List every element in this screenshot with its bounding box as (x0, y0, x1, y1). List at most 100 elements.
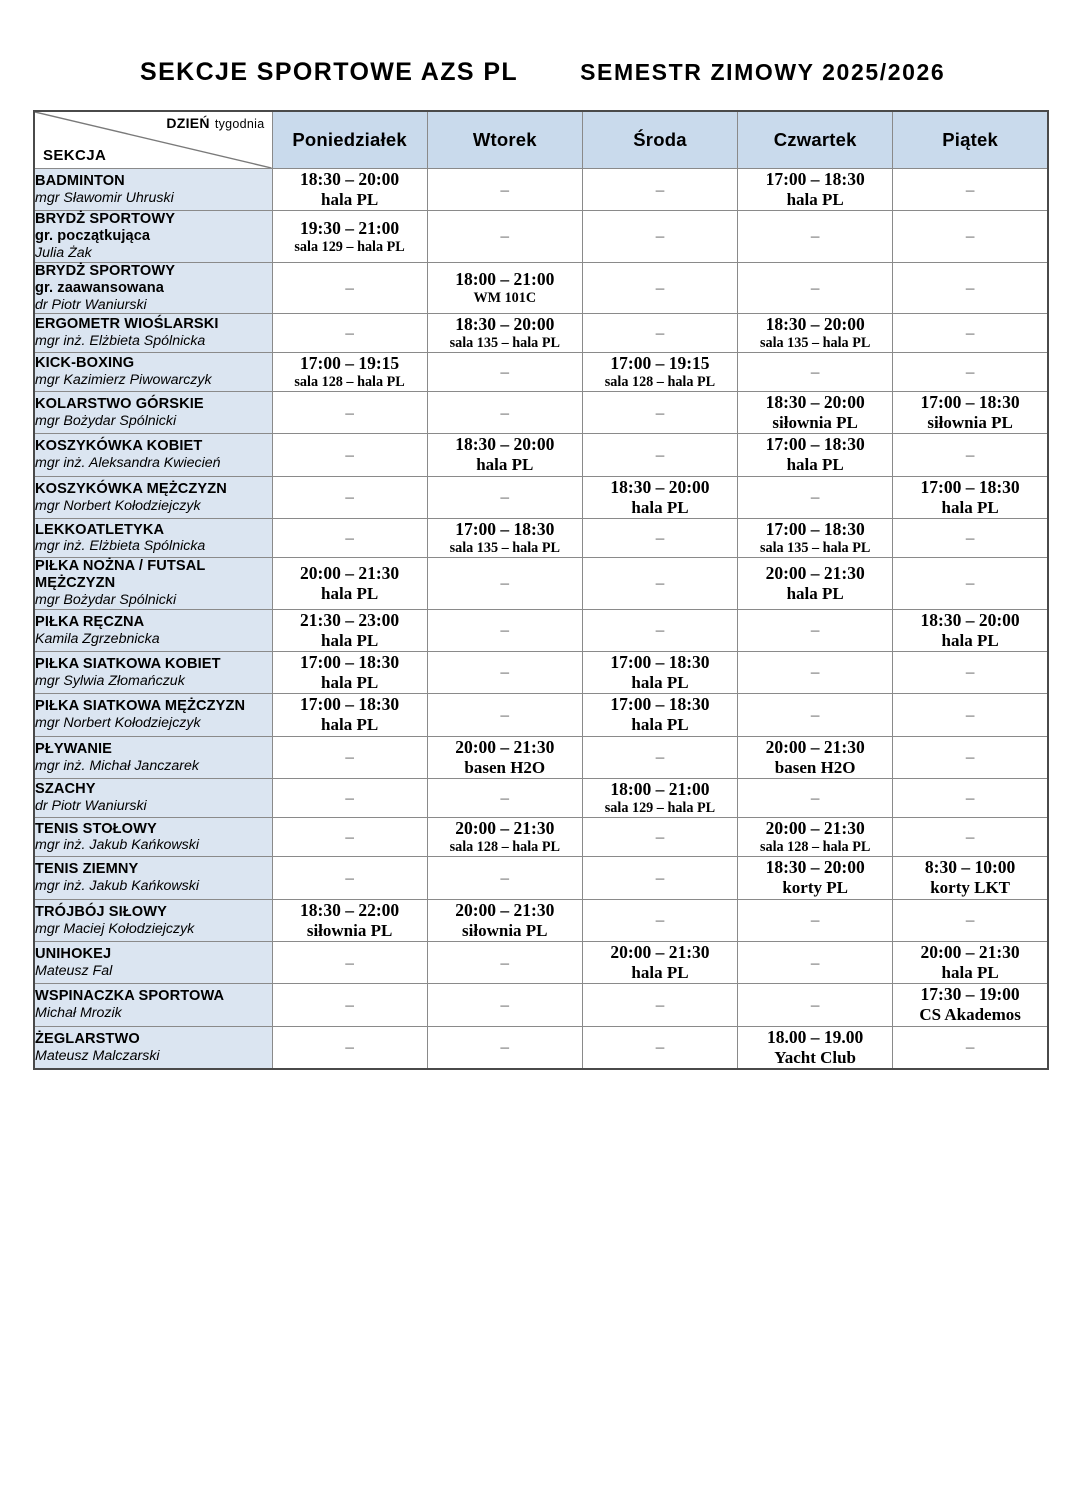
schedule-slot: – (426, 940, 583, 985)
schedule-slot: 17:00 – 18:30 sala 135 – hala PL (737, 518, 894, 559)
section-instructor: mgr inż. Aleksandra Kwiecień (35, 455, 221, 472)
schedule-slot: – (892, 693, 1049, 737)
section-cell: SZACHY dr Piotr Waniurski (33, 778, 273, 819)
schedule-slot: 20:00 – 21:30 hala PL (737, 557, 894, 610)
schedule-slot: – (581, 608, 739, 652)
slot-time: 18:30 – 20:00 (765, 314, 865, 335)
schedule-slot: 17:00 – 18:30 hala PL (581, 693, 739, 737)
table-row: BRYDŻ SPORTOWY gr. zaawansowana dr Piotr W… (33, 261, 1049, 315)
section-cell: TENIS ZIEMNY mgr inż. Jakub Kańkowski (33, 856, 273, 900)
day-header-3: Środa (581, 110, 739, 169)
section-cell: KOLARSTWO GÓRSKIE mgr Bożydar Spólnicki (33, 391, 273, 435)
schedule-slot: – (581, 817, 739, 858)
schedule-slot: 17:00 – 18:30 hala PL (271, 693, 428, 737)
schedule-slot: – (581, 856, 739, 900)
section-instructor: Julia Żak (35, 245, 92, 262)
slot-empty-mark: – (345, 994, 354, 1014)
slot-empty-mark: – (965, 226, 975, 246)
schedule-slot: – (271, 778, 428, 819)
schedule-slot: – (271, 983, 428, 1027)
slot-time: 17:30 – 19:00 (920, 984, 1020, 1005)
slot-time: 17:00 – 18:30 (300, 651, 400, 672)
slot-empty-mark: – (810, 361, 820, 381)
section-cell: BRYDŻ SPORTOWY gr. początkująca Julia Żak (33, 210, 273, 263)
section-name: KOSZYKÓWKA KOBIET (35, 438, 203, 455)
slot-empty-mark: – (500, 867, 510, 887)
corner-header-cell: DZIEŃ tygodnia SEKCJA (33, 110, 273, 169)
slot-location: sala 135 – hala PL (759, 335, 871, 352)
schedule-slot: – (426, 1025, 583, 1070)
table-row: KICK-BOXING mgr Kazimierz Piwowarczyk 17:0… (33, 352, 1049, 393)
slot-time: 17:00 – 18:30 (765, 169, 865, 189)
table-row: BADMINTON mgr Sławomir Uhruski 18:30 – 20:… (33, 167, 1049, 212)
slot-empty-mark: – (655, 994, 665, 1014)
section-name: UNIHOKEJ (35, 946, 112, 962)
schedule-slot: – (581, 313, 739, 354)
slot-empty-mark: – (810, 487, 820, 507)
schedule-slot: – (426, 778, 583, 819)
section-name: BRYDŻ SPORTOWY (35, 211, 176, 228)
slot-time: 8:30 – 10:00 (924, 857, 1016, 878)
schedule-slot: 20:00 – 21:30 hala PL (892, 940, 1049, 985)
schedule-slot: 17:00 – 19:15 sala 128 – hala PL (271, 352, 428, 393)
day-header-4: Czwartek (737, 110, 894, 169)
schedule-slot: – (737, 940, 894, 985)
schedule-slot: – (892, 167, 1049, 212)
section-instructor: dr Piotr Waniurski (35, 296, 147, 313)
slot-time: 17:00 – 18:30 (300, 694, 400, 715)
slot-time: 17:00 – 18:30 (765, 434, 865, 455)
slot-location: sala 135 – hala PL (759, 540, 871, 557)
page-title-bar: SEKCJE SPORTOWE AZS PL SEMESTR ZIMOWY 202… (0, 0, 1080, 87)
slot-empty-mark: – (810, 704, 820, 724)
schedule-slot: – (892, 261, 1049, 315)
slot-location: sala 135 – hala PL (449, 335, 560, 352)
slot-empty-mark: – (655, 867, 665, 887)
slot-time: 18:00 – 21:00 (610, 779, 710, 800)
slot-time: 17:00 – 18:30 (920, 392, 1020, 413)
corner-day-label: DZIEŃ tygodnia (166, 115, 264, 131)
schedule-slot: 18:30 – 20:00 hala PL (892, 608, 1049, 652)
schedule-slot: – (737, 210, 894, 263)
section-name: ŻEGLARSTWO (35, 1030, 140, 1047)
slot-empty-mark: – (345, 827, 354, 846)
table-row: PIŁKA RĘCZNA Kamila Zgrzebnicka 21:30 – 23… (33, 608, 1049, 652)
slot-empty-mark: – (965, 827, 975, 846)
slot-time: 20:00 – 21:30 (765, 736, 865, 757)
schedule-slot: – (737, 693, 894, 737)
schedule-slot: – (737, 352, 894, 393)
slot-location: sala 128 – hala PL (294, 374, 405, 391)
slot-time: 20:00 – 21:30 (765, 818, 865, 839)
schedule-slot: – (581, 983, 739, 1027)
table-row: UNIHOKEJ Mateusz Fal – –20:00 – 21:30 hala P… (33, 940, 1049, 985)
table-row: BRYDŻ SPORTOWY gr. początkująca Julia Żak 1… (33, 210, 1049, 263)
slot-empty-mark: – (810, 662, 820, 682)
slot-location: korty PL (782, 878, 848, 898)
slot-empty-mark: – (500, 402, 510, 422)
page-subtitle: SEMESTR ZIMOWY 2025/2026 (580, 59, 946, 85)
schedule-slot: – (581, 391, 739, 435)
section-instructor: mgr Norbert Kołodziejczyk (35, 715, 201, 732)
section-cell: WSPINACZKA SPORTOWA Michał Mrozik (33, 983, 273, 1027)
slot-empty-mark: – (655, 528, 665, 548)
slot-empty-mark: – (500, 787, 510, 807)
section-instructor: mgr inż. Elżbieta Spólnicka (35, 538, 206, 555)
slot-location: hala PL (631, 963, 689, 982)
schedule-slot: 18:30 – 20:00 sala 135 – hala PL (737, 313, 894, 354)
slot-location: sala 128 – hala PL (759, 839, 871, 856)
slot-location: hala PL (941, 630, 999, 650)
slot-time: 18:30 – 20:00 (765, 857, 865, 878)
slot-location: sala 128 – hala PL (449, 839, 560, 856)
schedule-slot: – (892, 210, 1049, 263)
slot-location: CS Akademos (919, 1005, 1021, 1025)
slot-empty-mark: – (345, 444, 354, 464)
schedule-slot: 17:00 – 18:30 hala PL (737, 433, 894, 477)
schedule-slot: – (581, 735, 739, 780)
slot-empty-mark: – (655, 620, 665, 640)
slot-empty-mark: – (965, 704, 975, 724)
slot-time: 18:30 – 20:00 (610, 476, 710, 497)
section-name: KICK-BOXING (35, 355, 135, 372)
schedule-slot: 8:30 – 10:00 korty LKT (892, 856, 1049, 900)
schedule-slot: 17:00 – 18:30 hala PL (581, 650, 739, 695)
section-instructor: Mateusz Malczarski (35, 1047, 160, 1064)
slot-location: hala PL (631, 715, 689, 735)
